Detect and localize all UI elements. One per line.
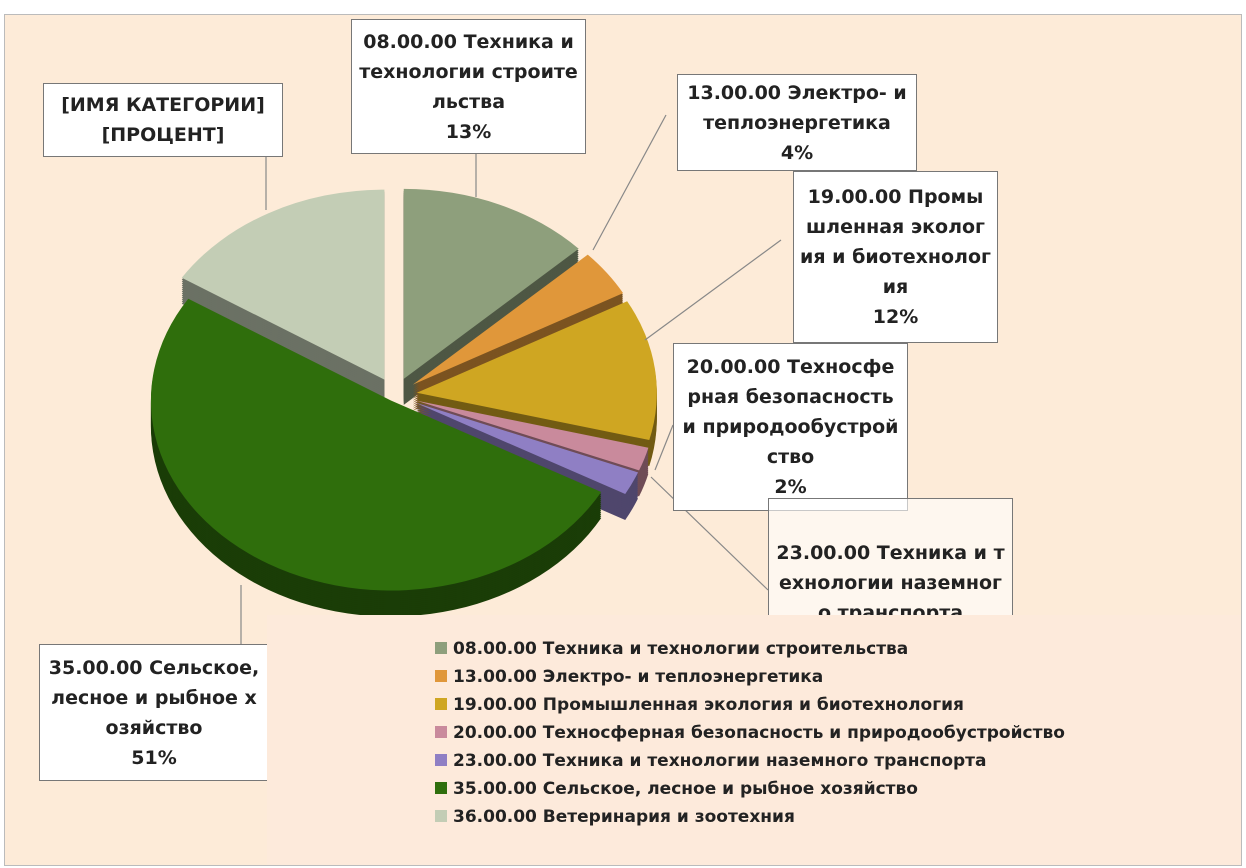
leader-line xyxy=(592,114,667,251)
slice xyxy=(416,301,657,441)
pie xyxy=(150,114,782,644)
legend-item: 23.00.00 Техника и технологии наземного … xyxy=(435,751,987,771)
label-value: 12% xyxy=(872,306,919,328)
label-value: 4% xyxy=(780,141,814,164)
legend-label: 19.00.00 Промышленная экология и биотехн… xyxy=(453,695,964,715)
legend-label: 23.00.00 Техника и технологии наземного … xyxy=(453,751,987,771)
slice xyxy=(403,188,579,379)
chart-area: 08.00.00 Техника и технологии строительс… xyxy=(4,14,1242,866)
label-category: 19.00.00 Промышленная экология и биотехн… xyxy=(800,186,991,298)
slice xyxy=(412,254,624,385)
label-placeholder: [ПРОЦЕНТ] xyxy=(101,124,225,146)
legend-item: 35.00.00 Сельское, лесное и рыбное хозяй… xyxy=(435,779,918,799)
data-label: [ИМЯ КАТЕГОРИИ] [ПРОЦЕНТ] xyxy=(43,83,283,157)
leader-line xyxy=(644,239,782,341)
slice xyxy=(150,298,602,591)
data-label: 08.00.00 Техника и технологии строительс… xyxy=(351,19,586,154)
legend-item: 36.00.00 Ветеринария и зоотехния xyxy=(435,807,795,827)
label-value: 13% xyxy=(445,120,492,143)
legend-swatch xyxy=(435,698,447,710)
label-value: 2% xyxy=(774,476,807,498)
data-label: 20.00.00 Техносферная безопасность и при… xyxy=(673,343,908,511)
legend: 08.00.00 Техника и технологии строительс… xyxy=(267,615,1241,865)
data-label: 13.00.00 Электро- и теплоэнергетика 4% xyxy=(677,74,917,171)
data-label: 35.00.00 Сельское, лесное и рыбное хозяй… xyxy=(39,644,269,781)
legend-item: 13.00.00 Электро- и теплоэнергетика xyxy=(435,667,823,687)
legend-swatch xyxy=(435,754,447,766)
legend-swatch xyxy=(435,642,447,654)
legend-label: 20.00.00 Техносферная безопасность и при… xyxy=(453,723,1065,743)
legend-label: 35.00.00 Сельское, лесное и рыбное хозяй… xyxy=(453,779,918,799)
legend-label: 13.00.00 Электро- и теплоэнергетика xyxy=(453,667,824,687)
legend-item: 19.00.00 Промышленная экология и биотехн… xyxy=(435,695,964,715)
legend-swatch xyxy=(435,782,447,794)
slice xyxy=(414,402,639,495)
legend-item: 08.00.00 Техника и технологии строительс… xyxy=(435,639,908,659)
slice xyxy=(415,400,649,471)
label-category: 20.00.00 Техносферная безопасность и при… xyxy=(682,356,899,468)
legend-swatch xyxy=(435,810,447,822)
data-label: 19.00.00 Промышленная экология и биотехн… xyxy=(793,171,998,343)
leader-line xyxy=(654,424,674,471)
label-category: 13.00.00 Электро- и теплоэнергетика xyxy=(687,81,907,134)
label-value: 51% xyxy=(131,746,177,769)
legend-swatch xyxy=(435,670,447,682)
slice xyxy=(181,189,385,380)
leader-line xyxy=(650,476,769,591)
legend-item: 20.00.00 Техносферная безопасность и при… xyxy=(435,723,1065,743)
legend-swatch xyxy=(435,726,447,738)
legend-label: 08.00.00 Техника и технологии строительс… xyxy=(453,639,909,659)
label-placeholder: [ИМЯ КАТЕГОРИИ] xyxy=(61,94,265,116)
legend-label: 36.00.00 Ветеринария и зоотехния xyxy=(453,807,795,827)
label-category: 35.00.00 Сельское, лесное и рыбное хозяй… xyxy=(48,656,260,739)
label-category: 08.00.00 Техника и технологии строительс… xyxy=(359,30,578,113)
